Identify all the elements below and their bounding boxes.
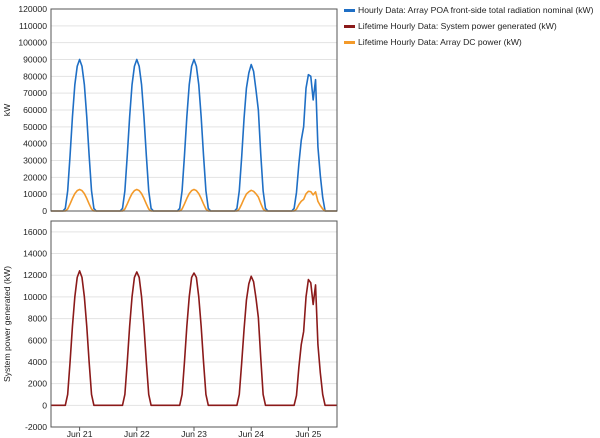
top-plot-frame	[50, 8, 338, 212]
bottom-ytick-label: 8000	[28, 314, 47, 324]
legend-swatch-poa	[344, 9, 355, 12]
bottom-xtick-label: Jun 25	[295, 429, 321, 438]
top-series-line-1	[51, 188, 337, 212]
bottom-ytick-label: 10000	[23, 292, 47, 302]
top-ytick-label: 20000	[23, 172, 47, 182]
top-ytick-label: 0	[42, 206, 47, 216]
bottom-ytick-label: -2000	[25, 422, 47, 432]
bottom-series-line-0	[51, 270, 337, 407]
bottom-ytick-label: 0	[42, 400, 47, 410]
top-ytick-label: 110000	[19, 21, 47, 31]
top-series-line-0	[51, 58, 337, 212]
bottom-ytick-label: 6000	[28, 335, 47, 345]
top-ytick-label: 120000	[18, 4, 47, 14]
top-ytick-label: 100000	[18, 38, 47, 48]
legend-label-dc-power: Lifetime Hourly Data: Array DC power (kW…	[358, 37, 522, 47]
legend-item-dc-power[interactable]: Lifetime Hourly Data: Array DC power (kW…	[342, 34, 598, 50]
bottom-xtick-label: Jun 24	[238, 429, 264, 438]
top-ytick-label: 70000	[23, 88, 47, 98]
top-ylabel: kW	[2, 103, 12, 116]
top-ytick-label: 90000	[23, 55, 47, 65]
bottom-ytick-label: 2000	[28, 379, 47, 389]
bottom-xtick-label: Jun 23	[181, 429, 207, 438]
legend-item-poa[interactable]: Hourly Data: Array POA front-side total …	[342, 2, 598, 18]
top-ytick-label: 60000	[23, 105, 47, 115]
legend-swatch-system-power	[344, 25, 355, 28]
bottom-plot: -2000 0 2000 4000 6000 8000 10000 12000 14000 160…	[2, 220, 338, 438]
legend-swatch-dc-power	[344, 41, 355, 44]
top-ytick-label: 10000	[23, 189, 47, 199]
legend: Hourly Data: Array POA front-side total …	[342, 2, 598, 50]
bottom-ytick-label: 16000	[23, 227, 47, 237]
bottom-xtick-label: Jun 22	[124, 429, 150, 438]
top-ytick-label: 80000	[23, 71, 47, 81]
legend-item-system-power[interactable]: Lifetime Hourly Data: System power gener…	[342, 18, 598, 34]
top-ytick-label: 50000	[23, 122, 47, 132]
bottom-ylabel: System power generated (kW)	[2, 266, 12, 382]
top-ytick-label: 40000	[23, 139, 47, 149]
legend-label-poa: Hourly Data: Array POA front-side total …	[358, 5, 594, 15]
legend-label-system-power: Lifetime Hourly Data: System power gener…	[358, 21, 557, 31]
bottom-ytick-label: 14000	[23, 249, 47, 259]
top-plot: 0 10000 20000 30000 40000 50000 60000 70000 8000…	[2, 4, 338, 216]
bottom-xtick-label: Jun 21	[67, 429, 93, 438]
top-ytick-label: 30000	[23, 156, 47, 166]
bottom-ytick-label: 12000	[23, 270, 47, 280]
bottom-ytick-label: 4000	[28, 357, 47, 367]
bottom-plot-frame	[50, 220, 338, 428]
